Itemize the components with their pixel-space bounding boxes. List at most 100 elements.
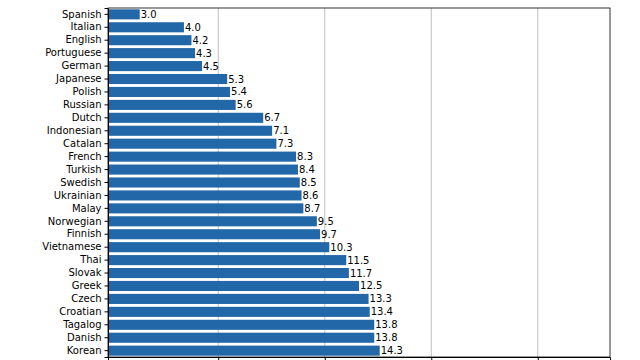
data-labels: 3.04.04.24.34.55.35.45.66.77.17.38.38.48… xyxy=(141,9,403,356)
tick: Finnish xyxy=(67,228,108,239)
tick: Korean xyxy=(67,345,108,356)
tick-label: Swedish xyxy=(60,177,101,188)
tick: Danish xyxy=(67,332,108,343)
bar xyxy=(108,229,320,239)
data-label: 11.5 xyxy=(347,255,369,266)
tick-label: Korean xyxy=(67,345,102,356)
tick: Czech xyxy=(71,293,108,304)
tick-label: Catalan xyxy=(63,138,101,149)
bar xyxy=(108,216,317,226)
tick-mark xyxy=(105,247,109,248)
x-axis xyxy=(109,357,611,360)
tick-mark xyxy=(105,40,109,41)
tick-mark xyxy=(105,273,109,274)
axis-line xyxy=(105,9,109,358)
bar xyxy=(108,9,140,19)
tick: Vietnamese xyxy=(42,241,108,252)
bar xyxy=(108,320,374,330)
tick: Turkish xyxy=(65,164,108,175)
data-label: 7.1 xyxy=(273,125,289,136)
bar xyxy=(108,333,374,343)
tick: Polish xyxy=(73,86,108,97)
tick-label: Portuguese xyxy=(45,47,101,58)
bar xyxy=(108,61,202,71)
tick-mark xyxy=(105,169,109,170)
data-label: 13.3 xyxy=(370,293,392,304)
tick-label: Turkish xyxy=(65,164,101,175)
tick-mark xyxy=(105,14,109,15)
tick: German xyxy=(61,60,108,71)
data-label: 9.7 xyxy=(321,229,337,240)
data-label: 6.7 xyxy=(264,112,280,123)
tick: Tagalog xyxy=(62,319,108,330)
bar xyxy=(108,255,346,265)
tick-label: Dutch xyxy=(72,112,102,123)
data-label: 12.5 xyxy=(360,280,382,291)
tick: Slovak xyxy=(68,267,108,278)
bar xyxy=(108,294,369,304)
tick: Greek xyxy=(72,280,108,291)
tick-mark xyxy=(105,117,109,118)
tick-label: Thai xyxy=(79,254,101,265)
y-axis: SpanishItalian English Portuguese German Jap… xyxy=(42,9,108,358)
bar xyxy=(108,346,380,356)
data-label: 8.5 xyxy=(301,177,317,188)
bar xyxy=(108,126,272,136)
data-label: 5.6 xyxy=(237,99,253,110)
tick-mark xyxy=(325,357,326,360)
tick: Croatian xyxy=(59,306,108,317)
tick-mark xyxy=(105,208,109,209)
tick-mark xyxy=(105,143,109,144)
tick-label: Slovak xyxy=(68,267,101,278)
tick: Italian xyxy=(70,21,108,32)
chart: SpanishItalian English Portuguese German Jap… xyxy=(0,0,640,360)
data-label: 8.4 xyxy=(299,164,315,175)
tick-label: French xyxy=(68,151,101,162)
tick-mark xyxy=(105,91,109,92)
data-label: 13.8 xyxy=(375,332,397,343)
tick: Norwegian xyxy=(48,216,108,227)
tick-label: Polish xyxy=(73,86,102,97)
tick-mark xyxy=(105,79,109,80)
bar xyxy=(108,48,195,58)
tick-mark xyxy=(105,182,109,183)
tick: Ukrainian xyxy=(54,190,108,201)
tick-mark xyxy=(105,234,109,235)
bar xyxy=(108,100,236,110)
tick-mark xyxy=(105,298,109,299)
tick-label: Finnish xyxy=(67,228,102,239)
data-label: 4.5 xyxy=(203,61,219,72)
plot-frame xyxy=(108,8,610,357)
bar xyxy=(108,190,302,200)
axis-line xyxy=(109,358,611,360)
bar xyxy=(108,113,263,123)
tick-mark xyxy=(105,337,109,338)
data-label: 11.7 xyxy=(350,268,372,279)
bar xyxy=(108,87,230,97)
tick-label: Ukrainian xyxy=(54,190,102,201)
tick-mark xyxy=(431,357,432,360)
grid-line xyxy=(537,8,538,357)
bar xyxy=(108,139,276,149)
tick: English xyxy=(65,34,108,45)
bar xyxy=(108,74,227,84)
tick-mark xyxy=(105,195,109,196)
tick-label: Croatian xyxy=(59,306,101,317)
bar xyxy=(108,22,184,32)
bar xyxy=(108,165,298,175)
tick-mark xyxy=(105,53,109,54)
tick-mark xyxy=(105,104,109,105)
data-label: 14.3 xyxy=(381,345,403,356)
tick: Spanish xyxy=(62,9,108,20)
bar xyxy=(108,152,296,162)
tick-label: German xyxy=(61,60,101,71)
tick-mark xyxy=(105,350,109,351)
data-label: 5.4 xyxy=(231,86,247,97)
data-label: 8.7 xyxy=(304,203,320,214)
data-label: 7.3 xyxy=(277,138,293,149)
grid-line xyxy=(431,8,432,357)
tick-mark xyxy=(105,156,109,157)
tick-label: Japanese xyxy=(55,73,101,84)
data-label: 4.0 xyxy=(185,22,201,33)
tick: Indonesian xyxy=(47,125,108,136)
